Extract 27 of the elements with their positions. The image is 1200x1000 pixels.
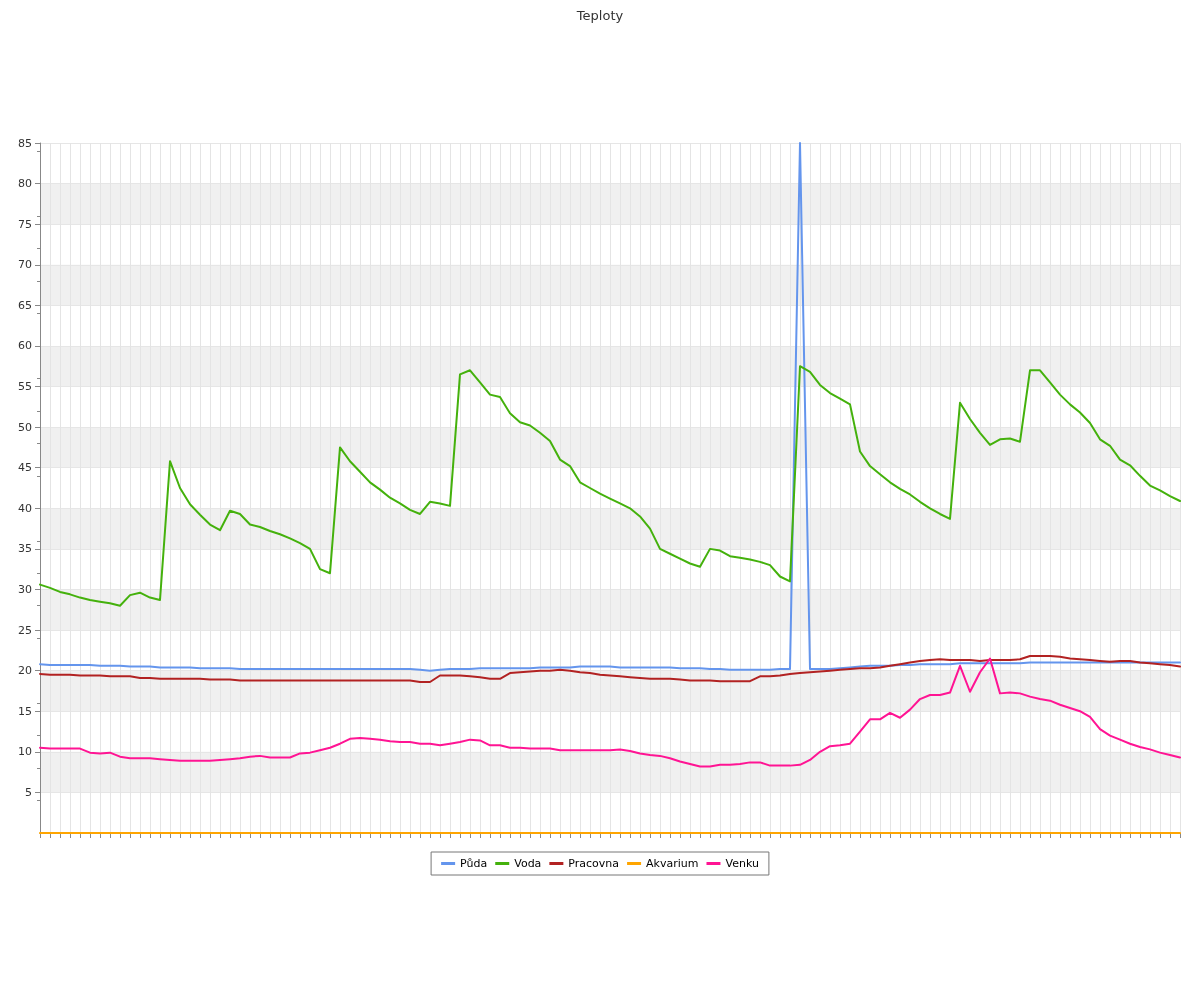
y-tick-label: 10 [18, 745, 32, 759]
line-series [39, 142, 1181, 672]
line-series [39, 657, 1181, 768]
chart-title: Teploty [575, 8, 624, 23]
legend-label: Akvarium [646, 857, 699, 870]
legend-label: Voda [514, 857, 542, 870]
y-tick-label: 30 [18, 582, 32, 596]
line-series [39, 655, 1181, 684]
y-tick-label: 20 [18, 664, 32, 678]
y-tick-label: 75 [18, 217, 32, 231]
y-tick-label: 25 [18, 623, 32, 637]
line-series [39, 365, 1181, 607]
y-tick-label: 45 [18, 461, 32, 475]
y-tick-label: 80 [18, 177, 32, 191]
y-tick-label: 60 [18, 339, 32, 353]
y-tick-label: 55 [18, 380, 32, 394]
y-tick-label: 50 [18, 420, 32, 434]
legend-label: Venku [725, 857, 759, 870]
y-tick-label: 35 [18, 542, 32, 556]
y-tick-label: 85 [18, 136, 32, 150]
legend-label: Pracovna [568, 857, 620, 870]
y-tick-label: 70 [18, 258, 32, 272]
y-tick-label: 65 [18, 298, 32, 312]
legend-label: Půda [460, 857, 488, 870]
y-tick-label: 40 [18, 501, 32, 515]
y-tick-label: 15 [18, 704, 32, 718]
y-tick-label: 5 [25, 785, 32, 799]
